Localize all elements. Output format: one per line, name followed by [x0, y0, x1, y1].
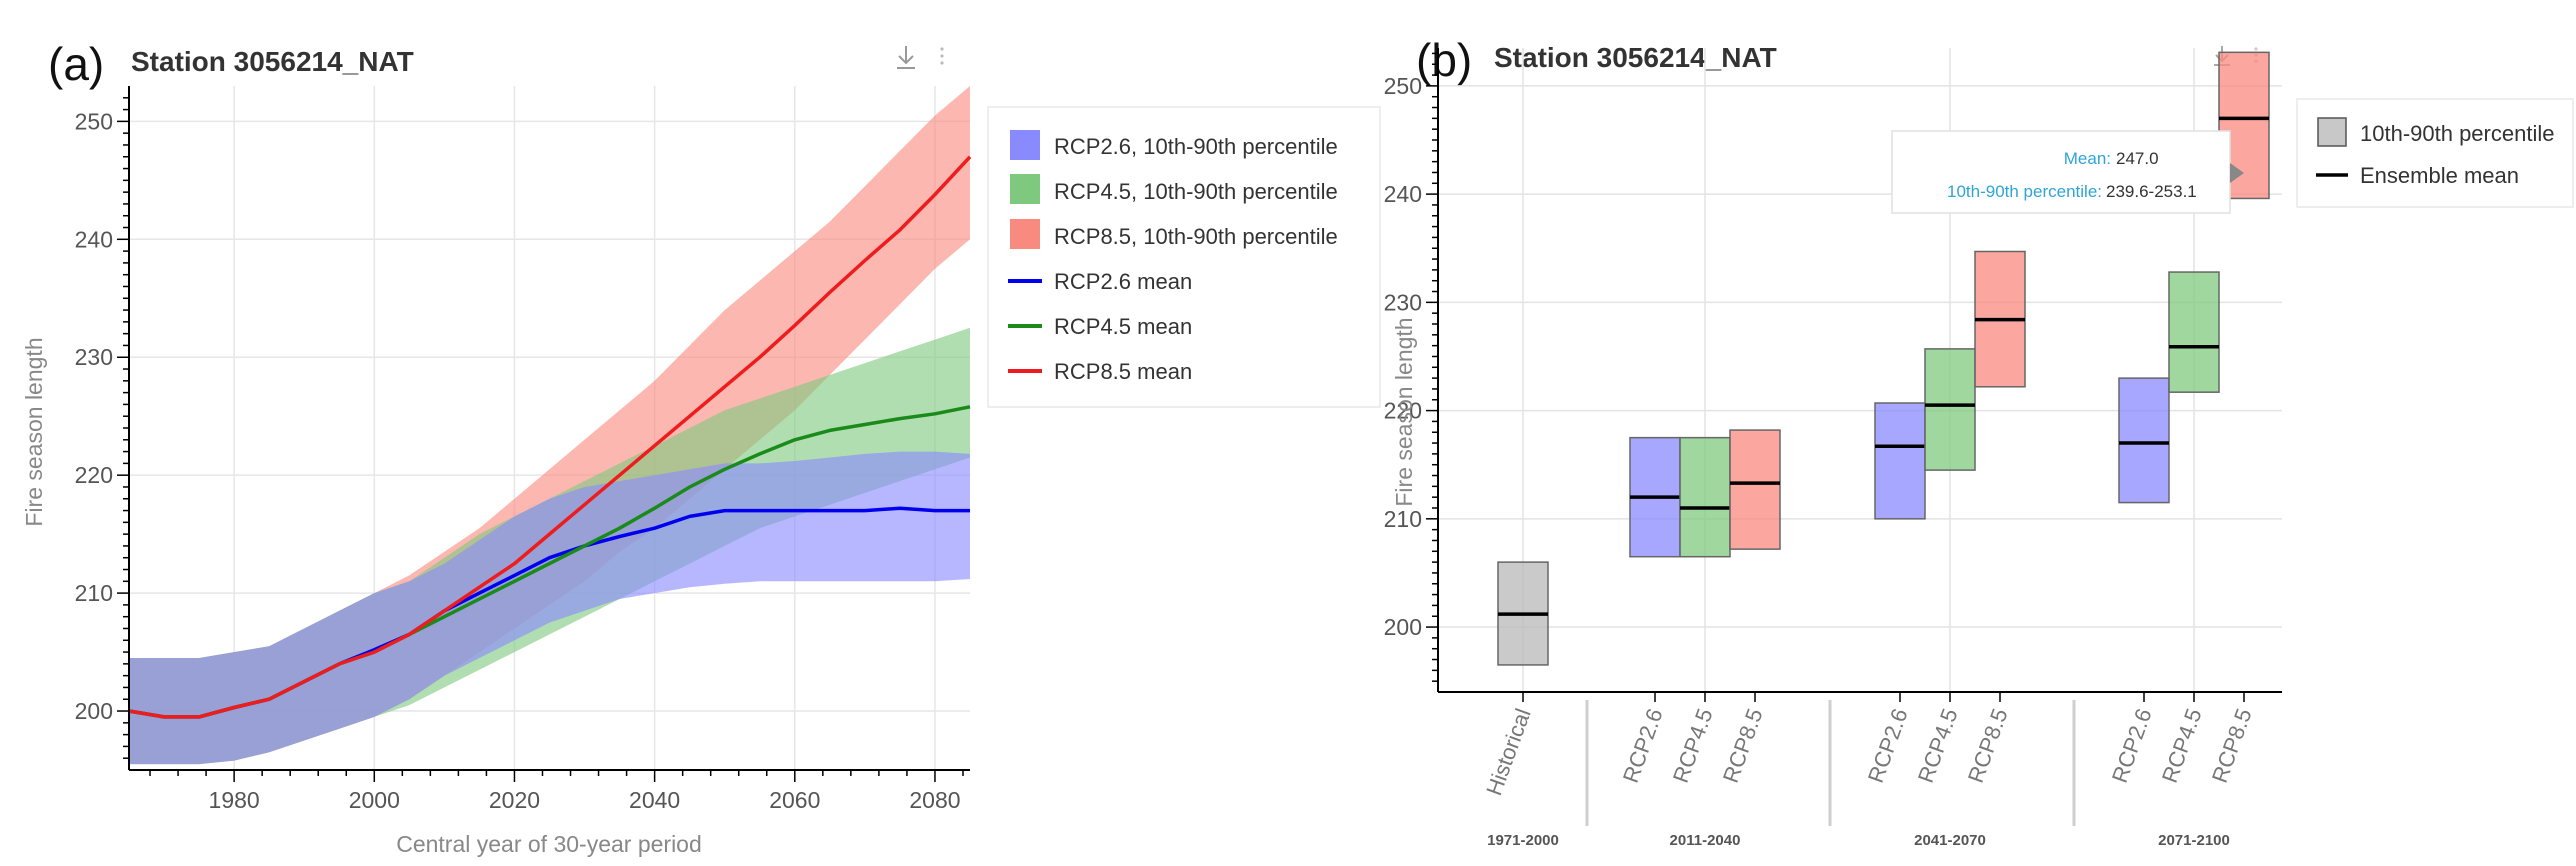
category-label: RCP4.5 [1668, 705, 1718, 786]
percentile-box [2118, 377, 2170, 504]
x-tick-label: 2040 [629, 787, 680, 813]
x-tick-label: 2020 [489, 787, 540, 813]
panel-b-boxes [1497, 51, 2270, 666]
more-vertical-icon[interactable] [940, 47, 944, 65]
y-tick-label: 200 [1384, 614, 1422, 640]
panel-a-x-label: Central year of 30-year period [396, 831, 702, 857]
y-tick-label: 220 [75, 462, 113, 488]
percentile-box [2168, 271, 2220, 393]
group-label: 2011-2040 [1670, 832, 1741, 849]
category-label: RCP4.5 [2157, 705, 2207, 786]
legend-frame [2296, 98, 2574, 208]
legend-label: RCP8.5, 10th-90th percentile [1054, 224, 1338, 249]
legend-label: Ensemble mean [2360, 163, 2519, 188]
y-tick-label: 250 [1384, 73, 1422, 99]
tooltip-range-label: 10th-90th percentile: [1947, 182, 2102, 201]
y-tick-label: 230 [1384, 289, 1422, 315]
panel-b-letter: (b) [1416, 34, 1472, 86]
tooltip-mean-label: Mean: [2064, 149, 2111, 168]
x-tick-label: 2060 [769, 787, 820, 813]
panel-b-y-ticks: 200 210 220 230 240 250 [1384, 73, 1422, 640]
category-label: RCP8.5 [1718, 705, 1768, 786]
panel-a-axes [117, 86, 970, 782]
legend-swatch-percentile [2317, 117, 2347, 147]
group-label: 2041-2070 [1914, 832, 1986, 849]
x-tick-label: 2080 [909, 787, 960, 813]
x-tick-label: 1980 [209, 787, 260, 813]
legend-swatch-rcp85-band [1010, 219, 1040, 249]
panel-b: (b) Station 3056214_NAT 2002102202302402… [1384, 34, 2574, 849]
tooltip-pointer [2230, 163, 2244, 183]
panel-a: (a) Station 3056214_NAT 1980 2000 2020 2040… [21, 38, 1381, 857]
panel-a-bands [129, 86, 970, 765]
tooltip-range-value: 239.6-253.1 [2106, 182, 2197, 201]
rcp85-mean-line [128, 155, 972, 719]
group-label: 2071-2100 [2158, 832, 2230, 849]
category-label: RCP2.6 [1618, 705, 1668, 786]
y-tick-label: 200 [75, 698, 113, 724]
y-tick-label: 210 [75, 580, 113, 606]
panel-b-categories: Historical RCP2.6 RCP4.5 RCP8.5 RCP2.6 RCP4.5… [1481, 705, 2256, 799]
category-label: RCP2.6 [1863, 705, 1913, 786]
legend-label: RCP8.5 mean [1054, 359, 1192, 384]
legend-frame [987, 106, 1381, 408]
category-label: RCP8.5 [1963, 705, 2013, 786]
category-label: RCP2.6 [2107, 705, 2157, 786]
y-tick-label: 210 [1384, 506, 1422, 532]
legend-label: RCP2.6 mean [1054, 269, 1192, 294]
percentile-box [1924, 348, 1976, 471]
legend-label: 10th-90th percentile [2360, 121, 2554, 146]
legend-label: RCP4.5 mean [1054, 314, 1192, 339]
legend-swatch-rcp45-band [1010, 174, 1040, 204]
panel-b-title: Station 3056214_NAT [1494, 42, 1777, 73]
panel-b-y-label: Fire season length [1391, 317, 1417, 506]
panel-a-legend: RCP2.6, 10th-90th percentile RCP4.5, 10t… [987, 106, 1381, 408]
panel-b-groups: 1971-2000 2011-2040 2041-2070 2071-2100 [1487, 832, 2230, 849]
panel-a-y-ticks: 200 210 220 230 240 250 [75, 108, 113, 724]
category-label: Historical [1481, 705, 1535, 799]
download-icon[interactable] [897, 46, 915, 69]
panel-a-letter: (a) [48, 38, 104, 90]
hover-tooltip: Mean: 247.0 10th-90th percentile: 239.6-… [1891, 130, 2244, 214]
legend-label: RCP4.5, 10th-90th percentile [1054, 179, 1338, 204]
percentile-box [1874, 402, 1926, 520]
legend-swatch-rcp26-band [1010, 130, 1040, 160]
tooltip-mean-value: 247.0 [2116, 149, 2159, 168]
y-tick-label: 250 [75, 108, 113, 134]
category-label: RCP4.5 [1913, 705, 1963, 786]
legend-label: RCP2.6, 10th-90th percentile [1054, 134, 1338, 159]
y-tick-label: 220 [1384, 398, 1422, 424]
percentile-box [1729, 429, 1781, 550]
panel-a-title: Station 3056214_NAT [131, 46, 414, 77]
rcp26-band [129, 451, 970, 765]
panel-a-x-ticks: 1980 2000 2020 2040 2060 2080 [209, 787, 961, 813]
y-tick-label: 240 [75, 226, 113, 252]
y-tick-label: 240 [1384, 181, 1422, 207]
panel-a-y-label: Fire season length [21, 337, 47, 526]
group-label: 1971-2000 [1487, 832, 1559, 849]
percentile-box [1679, 436, 1731, 558]
x-tick-label: 2000 [349, 787, 400, 813]
panel-a-lines [128, 155, 972, 719]
panel-b-axes [1426, 48, 2282, 826]
y-tick-label: 230 [75, 344, 113, 370]
category-label: RCP8.5 [2207, 705, 2257, 786]
tooltip-frame [1891, 130, 2231, 214]
panel-b-legend: 10th-90th percentile Ensemble mean [2296, 98, 2574, 208]
